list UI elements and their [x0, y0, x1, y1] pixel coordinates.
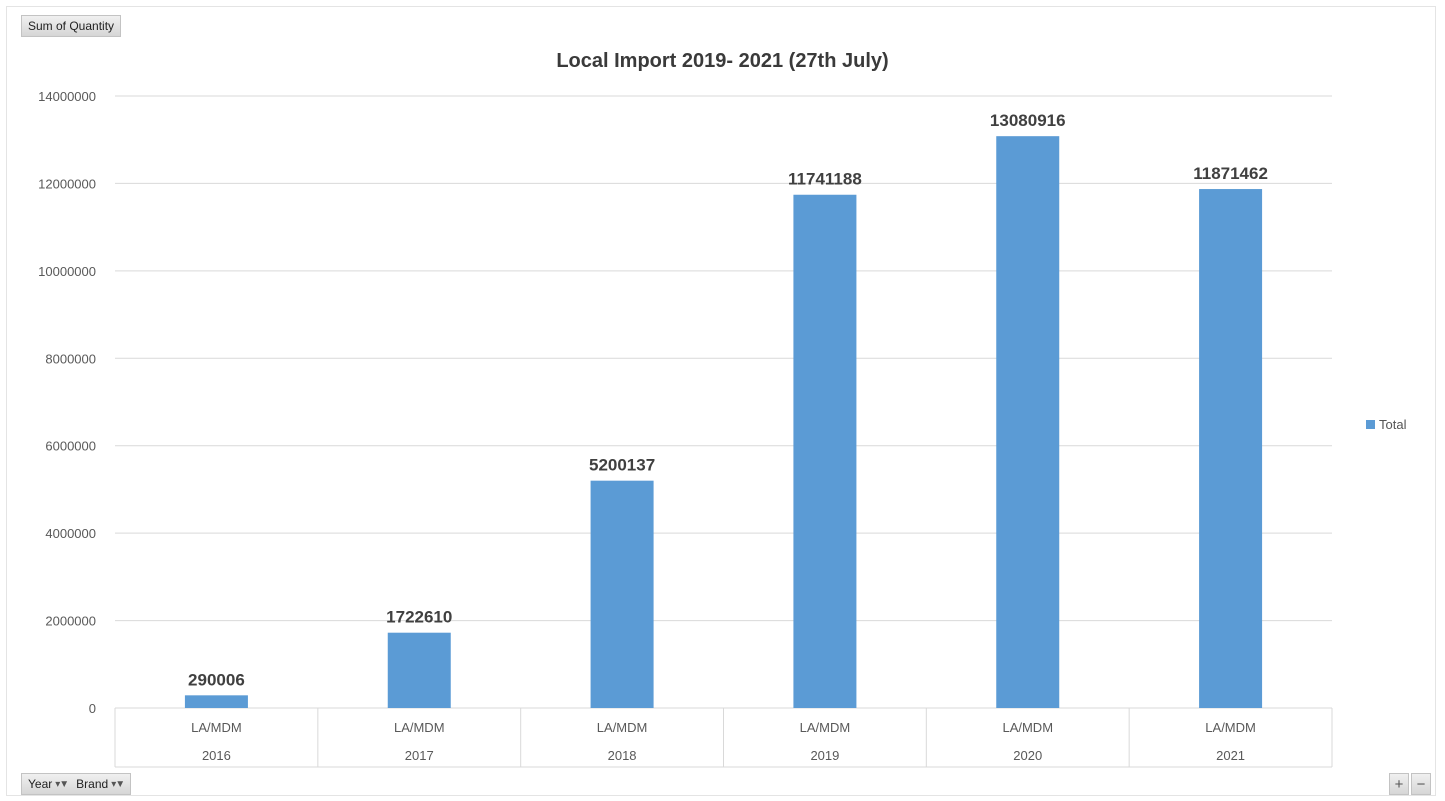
x-tick-label-brand: LA/MDM: [1205, 720, 1256, 735]
bar: [1199, 189, 1263, 709]
sum-of-quantity-field-button[interactable]: Sum of Quantity: [21, 15, 122, 37]
x-tick-label-brand: LA/MDM: [191, 720, 242, 735]
filter-dropdown-icon[interactable]: ▾▼: [55, 778, 69, 790]
brand-field-label: Brand: [76, 777, 109, 791]
x-tick-label-brand: LA/MDM: [394, 720, 445, 735]
bar: [793, 194, 857, 708]
chart-frame: [6, 6, 1436, 796]
y-tick-label: 4000000: [45, 526, 96, 541]
brand-field-button[interactable]: Brand ▾▼: [76, 777, 125, 791]
x-tick-label-year: 2018: [608, 748, 637, 763]
data-label: 13080916: [990, 111, 1066, 130]
zoom-controls: + −: [1389, 773, 1431, 795]
x-tick-label-year: 2021: [1216, 748, 1245, 763]
bar: [184, 695, 248, 708]
bar: [996, 136, 1060, 708]
data-label: 1722610: [386, 608, 452, 627]
bar: [590, 480, 654, 708]
x-tick-label-brand: LA/MDM: [597, 720, 648, 735]
y-tick-label: 12000000: [38, 176, 96, 191]
chart-title: Local Import 2019- 2021 (27th July): [556, 50, 889, 72]
chart-legend: Total: [1366, 417, 1406, 432]
x-tick-label-year: 2017: [405, 748, 434, 763]
filter-dropdown-icon[interactable]: ▾▼: [111, 778, 125, 790]
bar: [387, 632, 451, 708]
axis-field-buttons: Year ▾▼ Brand ▾▼: [21, 773, 132, 795]
sum-of-quantity-label: Sum of Quantity: [28, 19, 115, 33]
x-tick-label-year: 2019: [810, 748, 839, 763]
y-tick-label: 8000000: [45, 351, 96, 366]
data-label: 11741188: [788, 170, 862, 189]
expand-field-button[interactable]: +: [1389, 773, 1409, 795]
data-label: 11871462: [1193, 164, 1268, 183]
y-tick-label: 14000000: [38, 89, 96, 104]
x-tick-label-year: 2020: [1013, 748, 1042, 763]
legend-label-total: Total: [1379, 417, 1407, 432]
y-tick-label: 6000000: [45, 439, 96, 454]
x-tick-label-brand: LA/MDM: [1002, 720, 1053, 735]
y-tick-label: 0: [89, 701, 96, 716]
year-field-label: Year: [28, 777, 53, 791]
data-label: 5200137: [589, 456, 655, 475]
data-label: 290006: [188, 670, 245, 689]
y-tick-label: 10000000: [38, 264, 96, 279]
legend-swatch: [1366, 420, 1375, 429]
x-tick-label-year: 2016: [202, 748, 231, 763]
year-field-button[interactable]: Year ▾▼: [28, 777, 69, 791]
collapse-field-button[interactable]: −: [1411, 773, 1431, 795]
x-tick-label-brand: LA/MDM: [800, 720, 851, 735]
y-tick-label: 2000000: [45, 614, 96, 629]
